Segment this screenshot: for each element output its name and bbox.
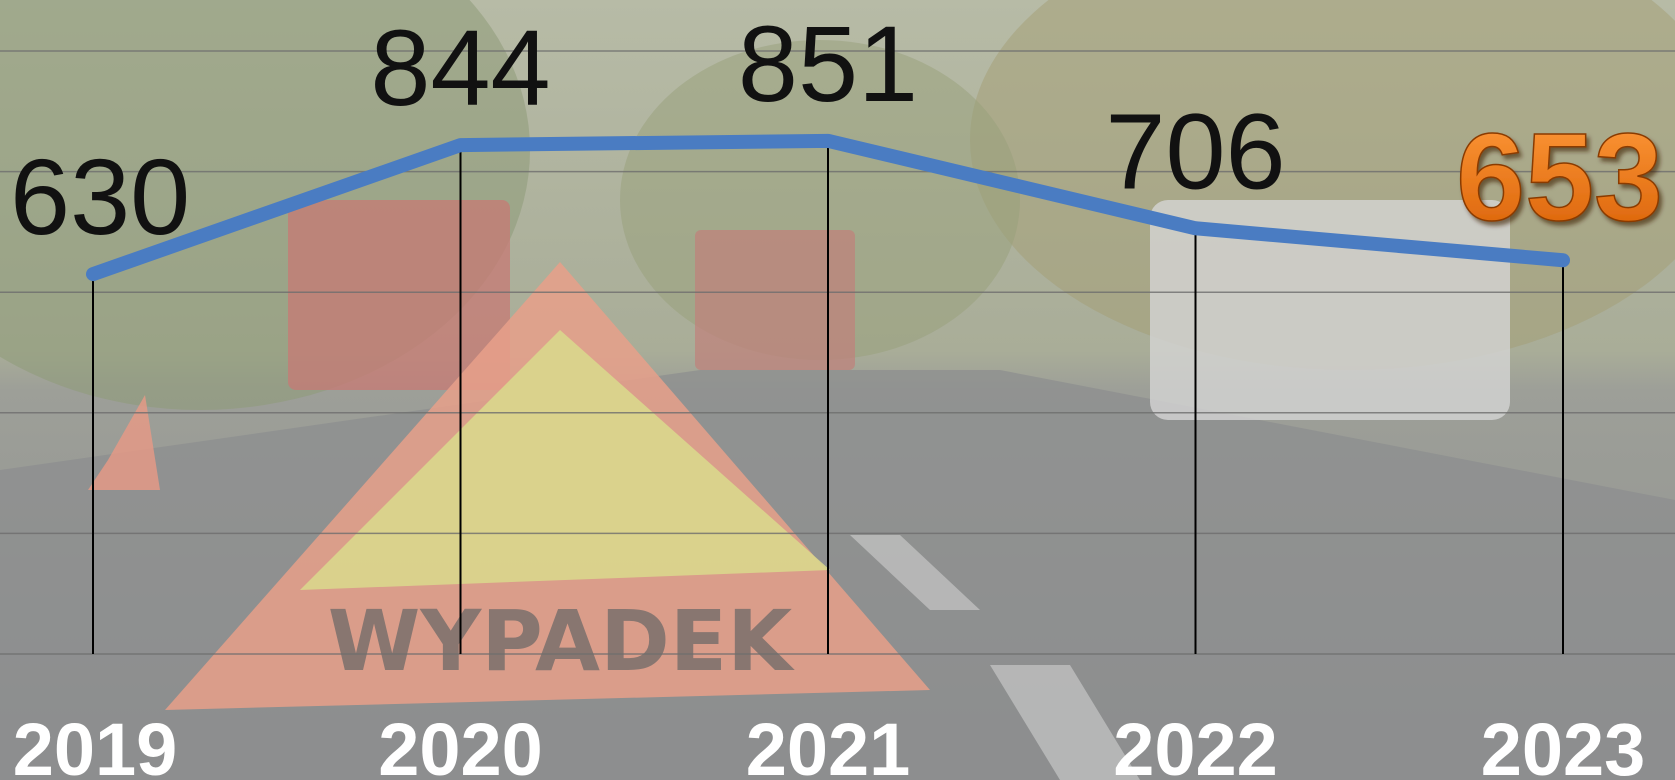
x-tick-label: 2022	[1113, 708, 1278, 780]
data-label: 630	[10, 136, 190, 257]
x-tick-label: 2021	[746, 708, 911, 780]
data-label: 706	[1105, 90, 1285, 211]
x-tick-label: 2019	[13, 708, 178, 780]
data-label: 851	[738, 3, 918, 124]
sign-decoration: WYPADEK	[328, 592, 795, 690]
x-tick-label: 2023	[1481, 708, 1646, 780]
data-label: 653	[1456, 109, 1663, 247]
x-tick-label: 2020	[378, 708, 543, 780]
chart: WYPADEK 630 844 851 706 653 2019 2020 2021 2022 2…	[0, 0, 1675, 780]
data-label: 844	[370, 7, 550, 128]
